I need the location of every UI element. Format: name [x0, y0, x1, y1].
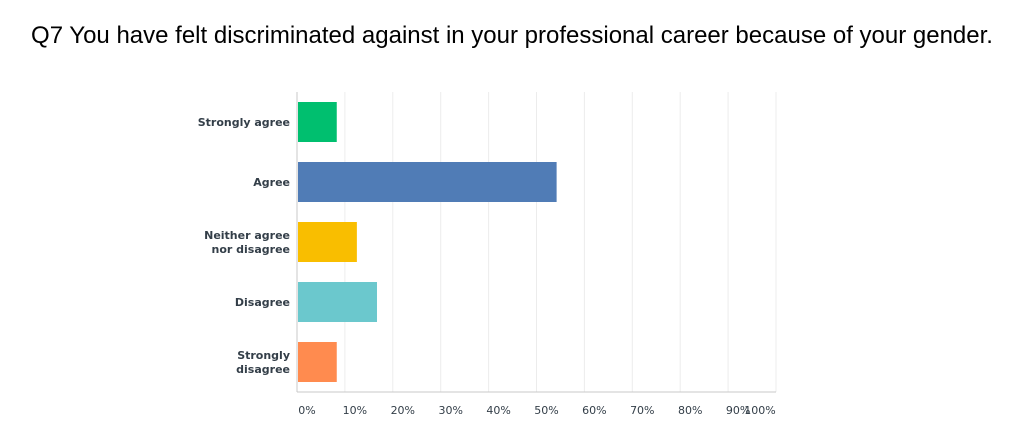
x-tick-label: 20%: [391, 404, 415, 417]
category-labels: Strongly agree Agree Neither agree nor disa…: [198, 116, 290, 376]
bar: [298, 282, 377, 322]
chart-title: Q7 You have felt discriminated against i…: [31, 22, 993, 49]
bars: [298, 102, 557, 382]
x-tick-labels: 0% 10% 20% 30% 40% 50% 60% 70% 80% 90%100%: [298, 404, 775, 417]
bar: [298, 222, 357, 262]
bar: [298, 162, 557, 202]
x-tick-label: 90%: [726, 404, 750, 417]
bar: [298, 342, 337, 382]
x-tick-label: 10%: [343, 404, 367, 417]
category-label: Neither agree nor disagree: [204, 229, 290, 256]
category-label: Agree: [253, 176, 290, 189]
gridlines: [344, 92, 777, 392]
category-label: Disagree: [235, 296, 290, 309]
bar: [298, 102, 337, 142]
x-tick-label: 30%: [438, 404, 462, 417]
x-tick-label: 50%: [534, 404, 558, 417]
x-tick-label: 60%: [582, 404, 606, 417]
x-tick-label: 70%: [630, 404, 654, 417]
category-label: Strongly agree: [198, 116, 290, 129]
x-tick-label: 0%: [298, 404, 315, 417]
x-tick-label: 80%: [678, 404, 702, 417]
x-tick-label: 100%: [744, 404, 775, 417]
category-label: Strongly disagree: [236, 349, 290, 376]
x-tick-label: 40%: [486, 404, 510, 417]
